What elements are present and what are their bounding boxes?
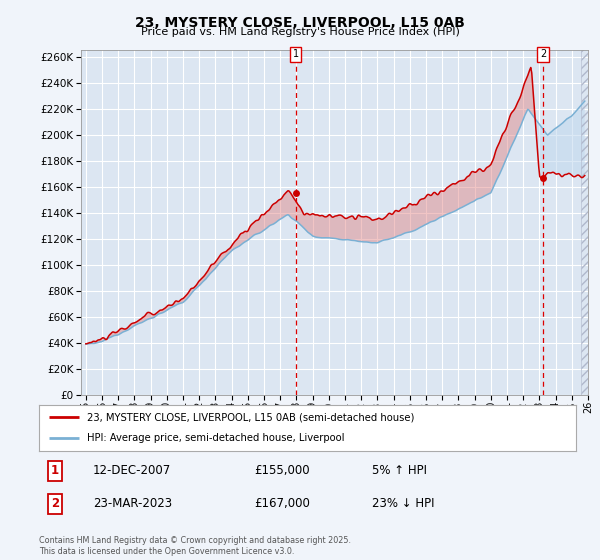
Text: Price paid vs. HM Land Registry's House Price Index (HPI): Price paid vs. HM Land Registry's House …: [140, 27, 460, 37]
Text: HPI: Average price, semi-detached house, Liverpool: HPI: Average price, semi-detached house,…: [88, 433, 345, 444]
Text: 1: 1: [51, 464, 59, 477]
Text: £155,000: £155,000: [254, 464, 310, 477]
Text: 23-MAR-2023: 23-MAR-2023: [93, 497, 172, 510]
Text: 1: 1: [293, 49, 299, 59]
Text: Contains HM Land Registry data © Crown copyright and database right 2025.
This d: Contains HM Land Registry data © Crown c…: [39, 536, 351, 556]
Text: 23, MYSTERY CLOSE, LIVERPOOL, L15 0AB (semi-detached house): 23, MYSTERY CLOSE, LIVERPOOL, L15 0AB (s…: [88, 412, 415, 422]
Text: 5% ↑ HPI: 5% ↑ HPI: [372, 464, 427, 477]
Text: 23, MYSTERY CLOSE, LIVERPOOL, L15 0AB: 23, MYSTERY CLOSE, LIVERPOOL, L15 0AB: [135, 16, 465, 30]
Text: 23% ↓ HPI: 23% ↓ HPI: [372, 497, 434, 510]
Text: 12-DEC-2007: 12-DEC-2007: [93, 464, 171, 477]
Text: 2: 2: [540, 49, 546, 59]
Text: 2: 2: [51, 497, 59, 510]
Text: £167,000: £167,000: [254, 497, 310, 510]
